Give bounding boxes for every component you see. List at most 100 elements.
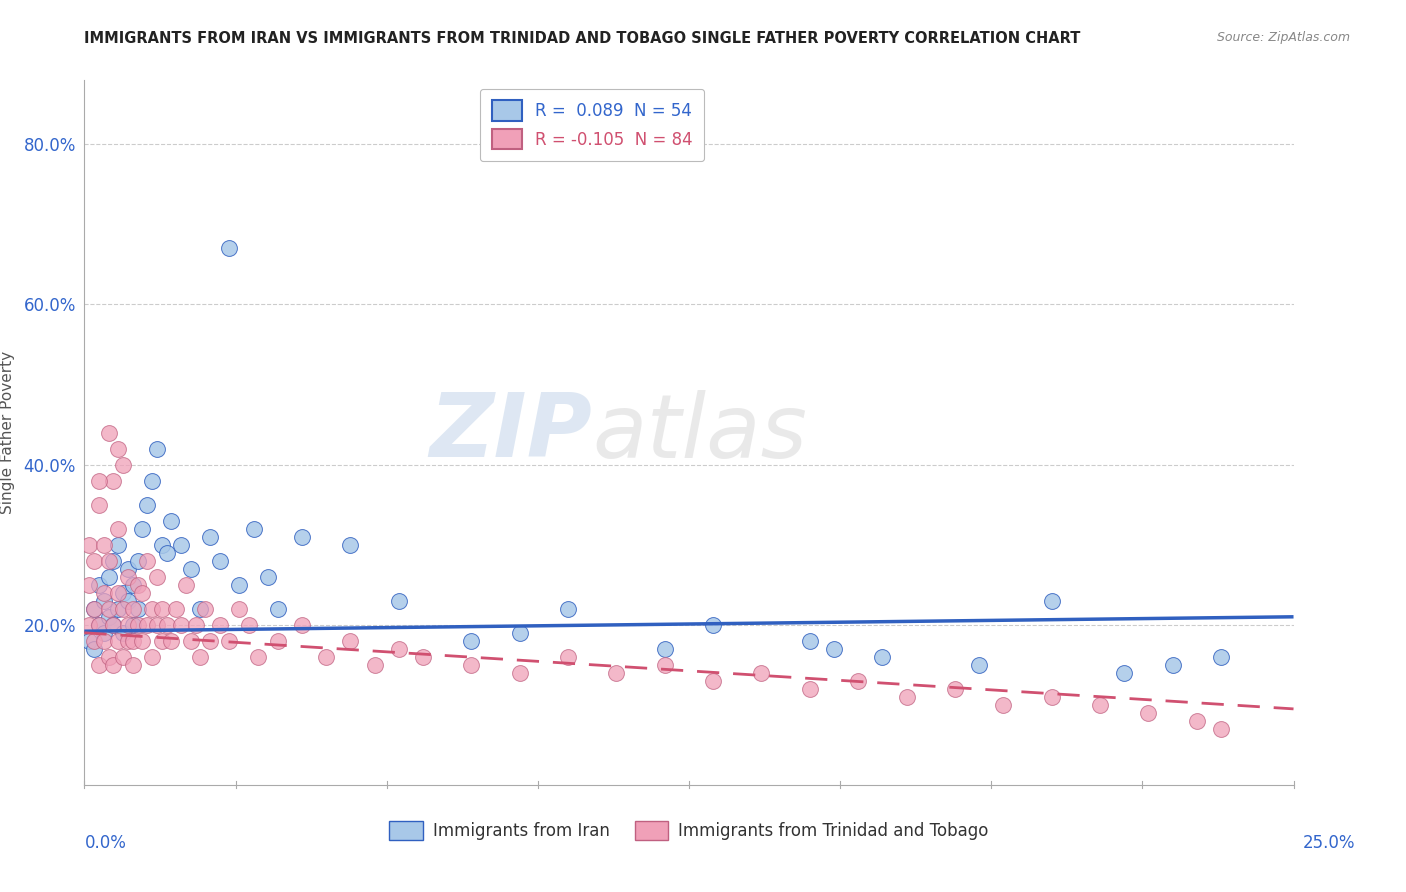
Point xyxy=(127,578,149,592)
Point xyxy=(87,657,110,672)
Point xyxy=(339,633,361,648)
Text: 25.0%: 25.0% xyxy=(1302,834,1355,852)
Point xyxy=(228,578,250,592)
Point xyxy=(107,538,129,552)
Point xyxy=(117,594,139,608)
Point xyxy=(93,625,115,640)
Point xyxy=(170,617,193,632)
Point xyxy=(97,570,120,584)
Y-axis label: Single Father Poverty: Single Father Poverty xyxy=(0,351,15,514)
Point xyxy=(77,633,100,648)
Point xyxy=(112,601,135,615)
Point xyxy=(1209,722,1232,736)
Point xyxy=(155,617,177,632)
Point xyxy=(107,601,129,615)
Point xyxy=(121,601,143,615)
Text: IMMIGRANTS FROM IRAN VS IMMIGRANTS FROM TRINIDAD AND TOBAGO SINGLE FATHER POVERT: IMMIGRANTS FROM IRAN VS IMMIGRANTS FROM … xyxy=(84,31,1081,46)
Point xyxy=(107,442,129,456)
Point xyxy=(218,242,240,256)
Point xyxy=(121,578,143,592)
Point xyxy=(165,601,187,615)
Point xyxy=(131,633,153,648)
Point xyxy=(218,633,240,648)
Point xyxy=(146,617,169,632)
Point xyxy=(121,617,143,632)
Point xyxy=(103,617,125,632)
Point xyxy=(1185,714,1208,728)
Point xyxy=(107,586,129,600)
Point xyxy=(83,554,105,568)
Point xyxy=(103,474,125,488)
Point xyxy=(388,641,411,656)
Text: atlas: atlas xyxy=(592,390,807,475)
Point xyxy=(131,522,153,536)
Point xyxy=(117,562,139,576)
Point xyxy=(1040,594,1063,608)
Point xyxy=(112,649,135,664)
Point xyxy=(141,601,163,615)
Point xyxy=(112,458,135,472)
Point xyxy=(267,633,290,648)
Point xyxy=(412,649,434,664)
Point xyxy=(77,538,100,552)
Point xyxy=(208,617,231,632)
Point xyxy=(363,657,385,672)
Point xyxy=(83,601,105,615)
Point xyxy=(150,601,173,615)
Point xyxy=(93,538,115,552)
Point xyxy=(247,649,270,664)
Point xyxy=(1209,649,1232,664)
Point xyxy=(242,522,264,536)
Point xyxy=(1161,657,1184,672)
Point xyxy=(87,498,110,512)
Point xyxy=(112,586,135,600)
Point xyxy=(87,578,110,592)
Point xyxy=(103,657,125,672)
Point xyxy=(77,617,100,632)
Point xyxy=(136,498,159,512)
Point xyxy=(654,641,676,656)
Point xyxy=(180,633,202,648)
Point xyxy=(117,570,139,584)
Point xyxy=(93,586,115,600)
Point xyxy=(605,665,627,680)
Point xyxy=(93,633,115,648)
Point xyxy=(799,681,821,696)
Point xyxy=(823,641,845,656)
Point xyxy=(97,601,120,615)
Point xyxy=(267,601,290,615)
Point xyxy=(846,673,869,688)
Point xyxy=(751,665,773,680)
Point xyxy=(117,617,139,632)
Text: ZIP: ZIP xyxy=(429,389,592,476)
Point xyxy=(460,633,482,648)
Point xyxy=(388,594,411,608)
Point xyxy=(257,570,280,584)
Point xyxy=(315,649,337,664)
Point xyxy=(155,546,177,560)
Point xyxy=(121,657,143,672)
Point xyxy=(198,530,221,544)
Point xyxy=(170,538,193,552)
Point xyxy=(208,554,231,568)
Point xyxy=(150,633,173,648)
Point xyxy=(146,570,169,584)
Point xyxy=(993,698,1015,712)
Point xyxy=(896,690,918,704)
Point xyxy=(160,514,183,528)
Point xyxy=(872,649,894,664)
Point xyxy=(83,641,105,656)
Point xyxy=(87,617,110,632)
Point xyxy=(238,617,260,632)
Point xyxy=(702,617,724,632)
Point xyxy=(107,522,129,536)
Point xyxy=(198,633,221,648)
Legend: Immigrants from Iran, Immigrants from Trinidad and Tobago: Immigrants from Iran, Immigrants from Tr… xyxy=(382,814,995,847)
Point xyxy=(121,633,143,648)
Point xyxy=(127,617,149,632)
Point xyxy=(77,578,100,592)
Point xyxy=(146,442,169,456)
Point xyxy=(194,601,217,615)
Point xyxy=(150,538,173,552)
Point xyxy=(509,665,531,680)
